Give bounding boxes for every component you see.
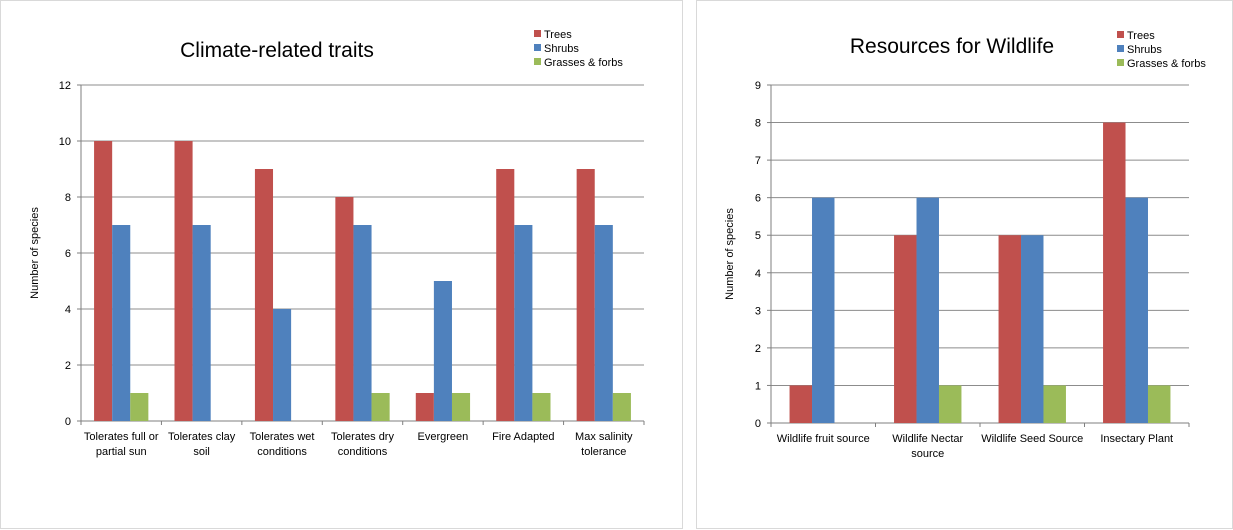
- bar-trees-tolerates-full-or-partial-sun: [94, 141, 113, 421]
- bar-grasses-forbs-wildlife-seed-source: [1043, 385, 1066, 423]
- y-tick-label: 12: [59, 80, 71, 92]
- legend-swatch-trees: [534, 30, 541, 37]
- bar-shrubs-insectary-plant: [1125, 197, 1148, 423]
- x-category-label: Wildlife Seed Source: [981, 433, 1083, 445]
- x-category-label: Evergreen: [418, 431, 469, 443]
- y-tick-label: 2: [755, 343, 761, 355]
- x-category-label-line: partial sun: [96, 446, 147, 458]
- legend-label-trees: Trees: [544, 29, 572, 41]
- y-tick-label: 1: [755, 380, 761, 392]
- x-category-label: Max salinity tolerance: [575, 431, 633, 458]
- x-category-label-line: Max salinity: [575, 431, 633, 443]
- bar-grasses-forbs-tolerates-dry-conditions: [371, 393, 390, 421]
- x-category-label-line: Wildlife Seed Source: [981, 433, 1083, 445]
- x-category-label-line: Wildlife fruit source: [777, 433, 870, 445]
- bar-grasses-forbs-fire-adapted: [532, 393, 551, 421]
- y-axis-label: Number of species: [29, 207, 41, 299]
- legend-swatch-grasses-forbs: [534, 58, 541, 65]
- x-category-label-line: source: [911, 448, 944, 460]
- bar-grasses-forbs-evergreen: [451, 393, 471, 421]
- bar-shrubs-evergreen: [433, 281, 452, 421]
- y-tick-label: 6: [65, 248, 71, 260]
- x-category-label-line: conditions: [338, 446, 388, 458]
- bar-trees-max-salinity-tolerance: [576, 169, 595, 421]
- x-category-label-line: Insectary Plant: [1100, 433, 1173, 445]
- x-category-label: Tolerates dry conditions: [331, 431, 394, 458]
- bar-shrubs-tolerates-wet-conditions: [273, 309, 292, 421]
- legend-label-trees: Trees: [1127, 30, 1155, 42]
- y-axis-label: Number of species: [724, 208, 736, 300]
- x-category-label: Tolerates full or partial sun: [84, 431, 159, 458]
- bar-trees-tolerates-dry-conditions: [335, 197, 354, 421]
- legend-swatch-shrubs: [1117, 45, 1124, 52]
- y-tick-label: 5: [755, 230, 761, 242]
- x-category-label-line: conditions: [257, 446, 307, 458]
- x-category-label-line: Tolerates clay: [168, 431, 236, 443]
- x-category-label: Wildlife Nectar source: [892, 433, 963, 460]
- bar-shrubs-tolerates-clay-soil: [192, 225, 211, 421]
- bar-shrubs-tolerates-full-or-partial-sun: [112, 225, 131, 421]
- bar-grasses-forbs-insectary-plant: [1147, 385, 1171, 423]
- bar-trees-insectary-plant: [1103, 122, 1126, 424]
- chart-title: Resources for Wildlife: [850, 35, 1054, 58]
- bar-trees-wildlife-fruit-source: [789, 385, 813, 423]
- y-tick-label: 8: [65, 192, 71, 204]
- wildlife-resources-chart-panel: Resources for Wildlife 0 1 2 3 4 5 6 7 8 9 Number o…: [696, 0, 1233, 529]
- y-tick-label: 8: [755, 118, 761, 130]
- y-tick-label: 2: [65, 360, 71, 372]
- legend-label-grasses-forbs: Grasses & forbs: [1127, 58, 1206, 70]
- legend-label-shrubs: Shrubs: [1127, 44, 1162, 56]
- x-category-label: Wildlife fruit source: [777, 433, 870, 445]
- legend-label-shrubs: Shrubs: [544, 43, 579, 55]
- x-category-label-line: Evergreen: [418, 431, 469, 443]
- bar-trees-evergreen: [415, 393, 434, 421]
- bar-shrubs-max-salinity-tolerance: [594, 225, 613, 421]
- y-tick-label: 4: [755, 268, 761, 280]
- bar-shrubs-wildlife-nectar-source: [916, 197, 939, 423]
- bar-shrubs-tolerates-dry-conditions: [353, 225, 372, 421]
- bar-trees-tolerates-clay-soil: [174, 141, 193, 421]
- x-category-label-line: Tolerates wet: [250, 431, 315, 443]
- y-tick-label: 3: [755, 305, 761, 317]
- x-category-label-line: tolerance: [581, 446, 626, 458]
- y-tick-label: 6: [755, 193, 761, 205]
- y-tick-label: 7: [755, 155, 761, 167]
- bar-trees-fire-adapted: [496, 169, 515, 421]
- x-category-label-line: Tolerates full or: [84, 431, 159, 443]
- y-tick-label: 0: [65, 416, 71, 428]
- wildlife-resources-chart: Resources for Wildlife 0 1 2 3 4 5 6 7 8 9 Number o…: [724, 30, 1206, 460]
- bar-trees-wildlife-seed-source: [998, 235, 1022, 423]
- x-category-label: Tolerates clay soil: [168, 431, 236, 458]
- legend-swatch-shrubs: [534, 44, 541, 51]
- x-category-label-line: Wildlife Nectar: [892, 433, 963, 445]
- x-category-label-line: Tolerates dry: [331, 431, 394, 443]
- bar-shrubs-wildlife-fruit-source: [812, 197, 835, 423]
- x-category-label-line: Fire Adapted: [492, 431, 554, 443]
- bar-grasses-forbs-tolerates-full-or-partial-sun: [130, 393, 149, 421]
- bar-grasses-forbs-max-salinity-tolerance: [612, 393, 631, 421]
- climate-traits-chart: Climate-related traits 0 2 4 6 8 10 12 Number of…: [29, 29, 645, 458]
- bar-trees-wildlife-nectar-source: [894, 235, 917, 423]
- legend-swatch-trees: [1117, 31, 1124, 38]
- y-tick-label: 10: [59, 136, 71, 148]
- legend-label-grasses-forbs: Grasses & forbs: [544, 57, 623, 69]
- y-tick-label: 4: [65, 304, 71, 316]
- bar-shrubs-fire-adapted: [514, 225, 533, 421]
- x-category-label: Insectary Plant: [1100, 433, 1173, 445]
- bar-grasses-forbs-wildlife-nectar-source: [938, 385, 962, 423]
- x-category-label: Tolerates wet conditions: [250, 431, 315, 458]
- bar-trees-tolerates-wet-conditions: [254, 169, 274, 421]
- y-tick-label: 0: [755, 418, 761, 430]
- legend-swatch-grasses-forbs: [1117, 59, 1124, 66]
- y-tick-label: 9: [755, 80, 761, 92]
- climate-traits-chart-panel: Climate-related traits 0 2 4 6 8 10 12 Number of…: [0, 0, 683, 529]
- chart-title: Climate-related traits: [180, 39, 374, 62]
- bar-shrubs-wildlife-seed-source: [1021, 235, 1044, 423]
- x-category-label-line: soil: [193, 446, 210, 458]
- x-category-label: Fire Adapted: [492, 431, 554, 443]
